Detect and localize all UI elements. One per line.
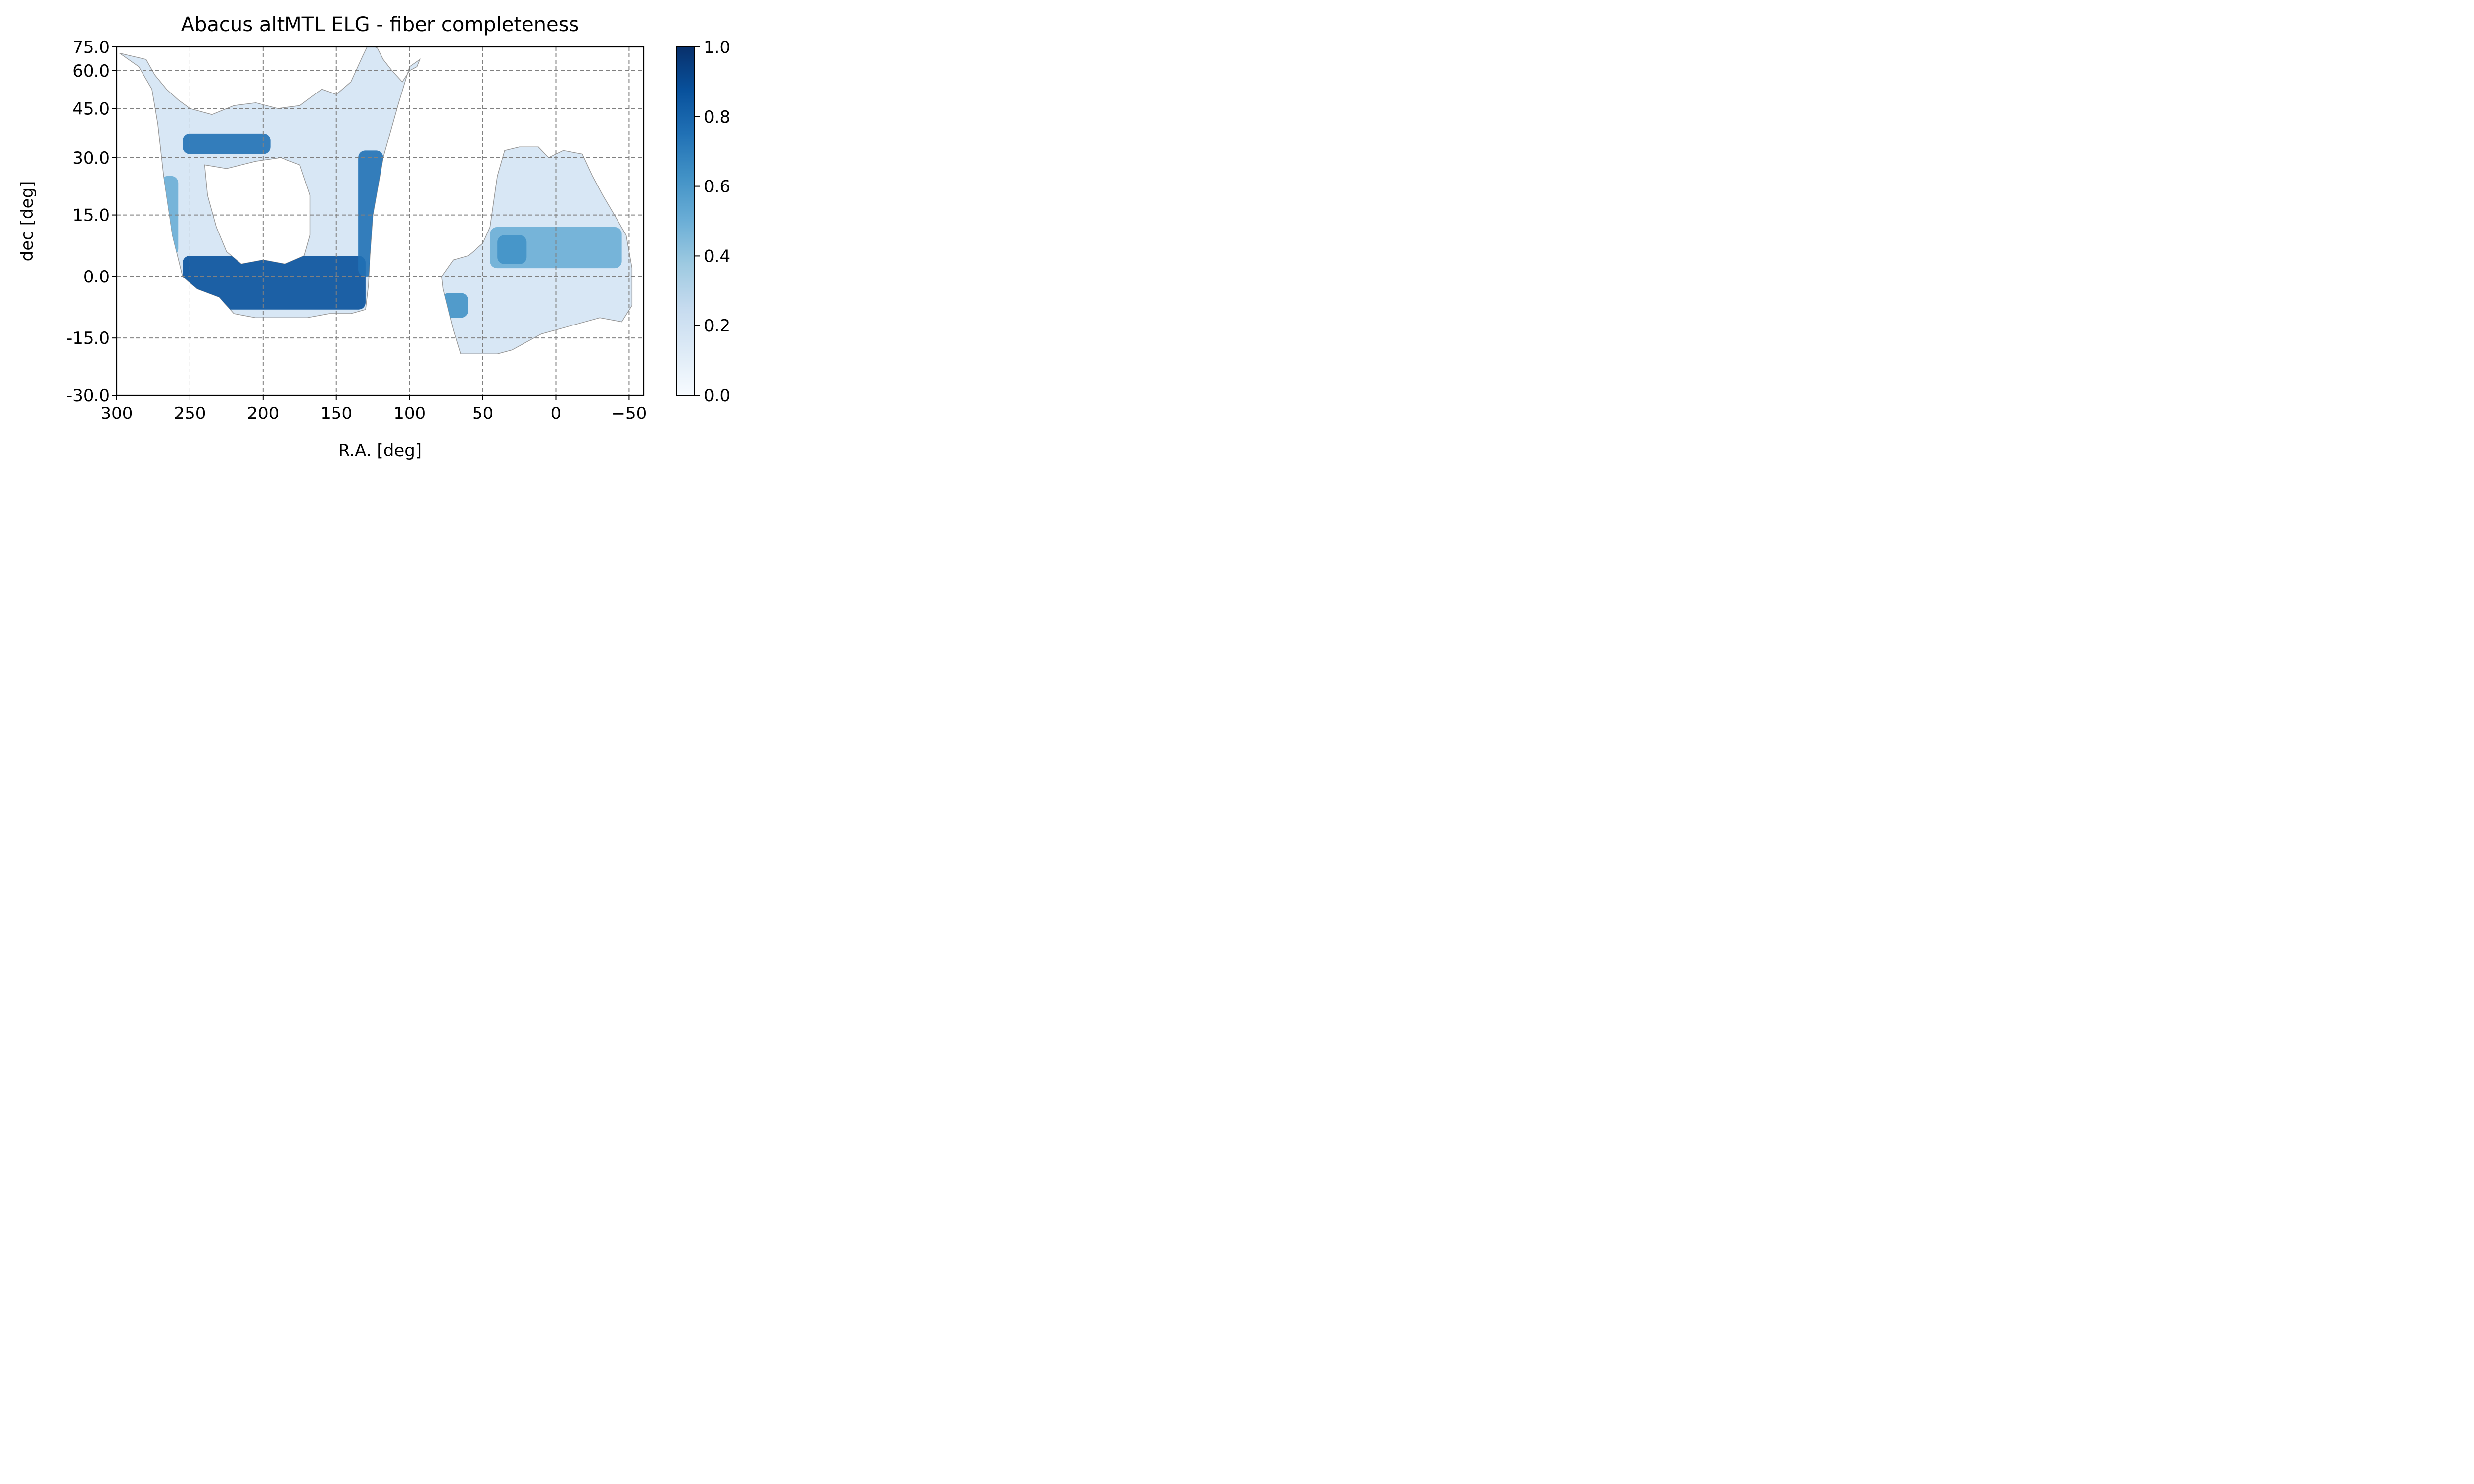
colorbar-tick-label: 0.4 [704, 246, 730, 266]
x-axis-label: R.A. [deg] [338, 441, 422, 461]
colorbar-tick-label: 0.0 [704, 386, 730, 406]
x-tick-label: 150 [320, 404, 352, 423]
y-tick-label: 45.0 [72, 99, 110, 119]
x-tick-label: 300 [101, 404, 133, 423]
y-axis-ticks: -30.0 -15.0 0.0 15.0 30.0 45.0 60.0 75.0 [66, 38, 117, 406]
colorbar-tick-label: 1.0 [704, 38, 730, 57]
x-tick-label: 250 [174, 404, 206, 423]
colorbar-tick-label: 0.8 [704, 107, 730, 127]
x-tick-label: 100 [393, 404, 426, 423]
completeness-band [183, 256, 366, 310]
y-tick-label: 30.0 [72, 148, 110, 168]
x-tick-label: 50 [472, 404, 493, 423]
colorbar-gradient [676, 46, 695, 396]
chart-figure: Abacus altMTL ELG - fiber completeness 3… [17, 13, 730, 461]
completeness-band [497, 235, 527, 264]
x-tick-label: −50 [612, 404, 647, 423]
y-tick-label: 75.0 [72, 38, 110, 57]
plot-area: 300 250 200 150 100 50 0 −50 -30.0 -15.0 0.0 15.0 3… [66, 38, 647, 423]
colorbar-ticks: 0.0 0.2 0.4 0.6 0.8 1.0 [695, 38, 730, 406]
y-tick-label: 60.0 [72, 61, 110, 81]
colorbar: 0.0 0.2 0.4 0.6 0.8 1.0 [676, 38, 730, 406]
y-tick-label: -30.0 [66, 386, 110, 406]
y-tick-label: -15.0 [66, 328, 110, 348]
chart-title: Abacus altMTL ELG - fiber completeness [181, 13, 579, 36]
completeness-band [183, 133, 271, 154]
y-tick-label: 0.0 [83, 267, 110, 287]
x-tick-label: 0 [551, 404, 562, 423]
colorbar-tick-label: 0.6 [704, 177, 730, 197]
x-tick-label: 200 [247, 404, 279, 423]
y-axis-label: dec [deg] [17, 181, 37, 262]
y-tick-label: 15.0 [72, 206, 110, 226]
x-axis-ticks: 300 250 200 150 100 50 0 −50 [101, 395, 647, 423]
plot-frame [116, 46, 645, 396]
colorbar-tick-label: 0.2 [704, 316, 730, 336]
